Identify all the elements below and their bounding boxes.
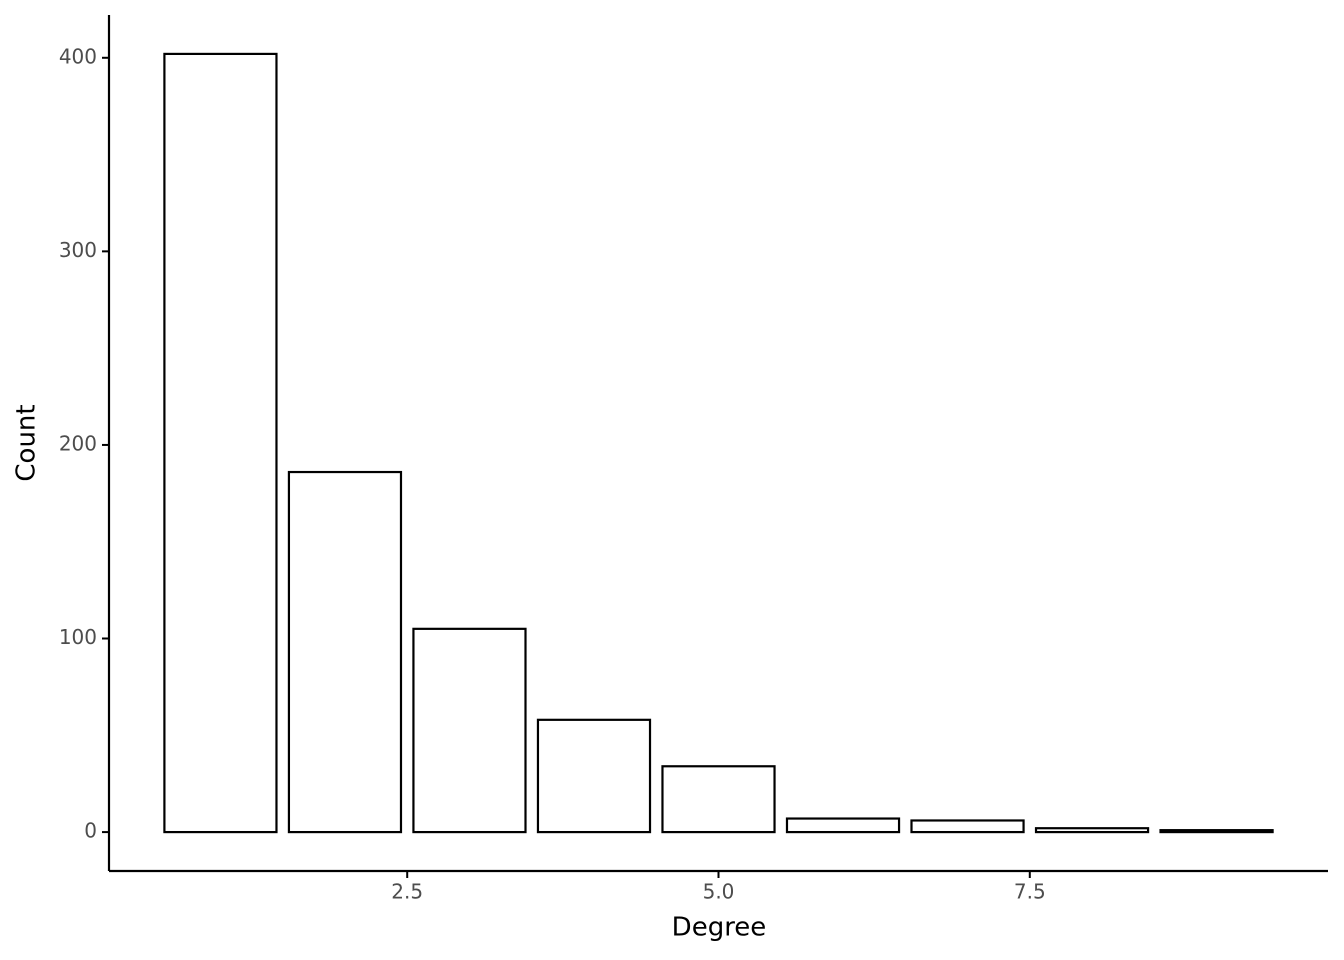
y-tick-label: 200 xyxy=(59,431,97,455)
bar xyxy=(661,765,776,834)
bar xyxy=(1034,827,1150,834)
bar xyxy=(785,817,901,834)
y-axis-title: Count xyxy=(12,404,42,481)
x-tick-label: 5.0 xyxy=(703,880,735,904)
x-axis-title: Degree xyxy=(672,913,767,943)
y-tick-label: 100 xyxy=(59,625,97,649)
y-tick-label: 300 xyxy=(59,238,97,262)
bar xyxy=(163,52,278,834)
bar xyxy=(287,470,403,834)
bar xyxy=(1159,829,1274,834)
x-tick-label: 2.5 xyxy=(391,880,423,904)
y-tick-label: 0 xyxy=(84,819,97,843)
x-tick-label: 7.5 xyxy=(1014,880,1046,904)
bar xyxy=(536,718,652,834)
bar xyxy=(910,819,1025,834)
bar xyxy=(412,627,527,834)
y-tick-label: 400 xyxy=(59,44,97,68)
